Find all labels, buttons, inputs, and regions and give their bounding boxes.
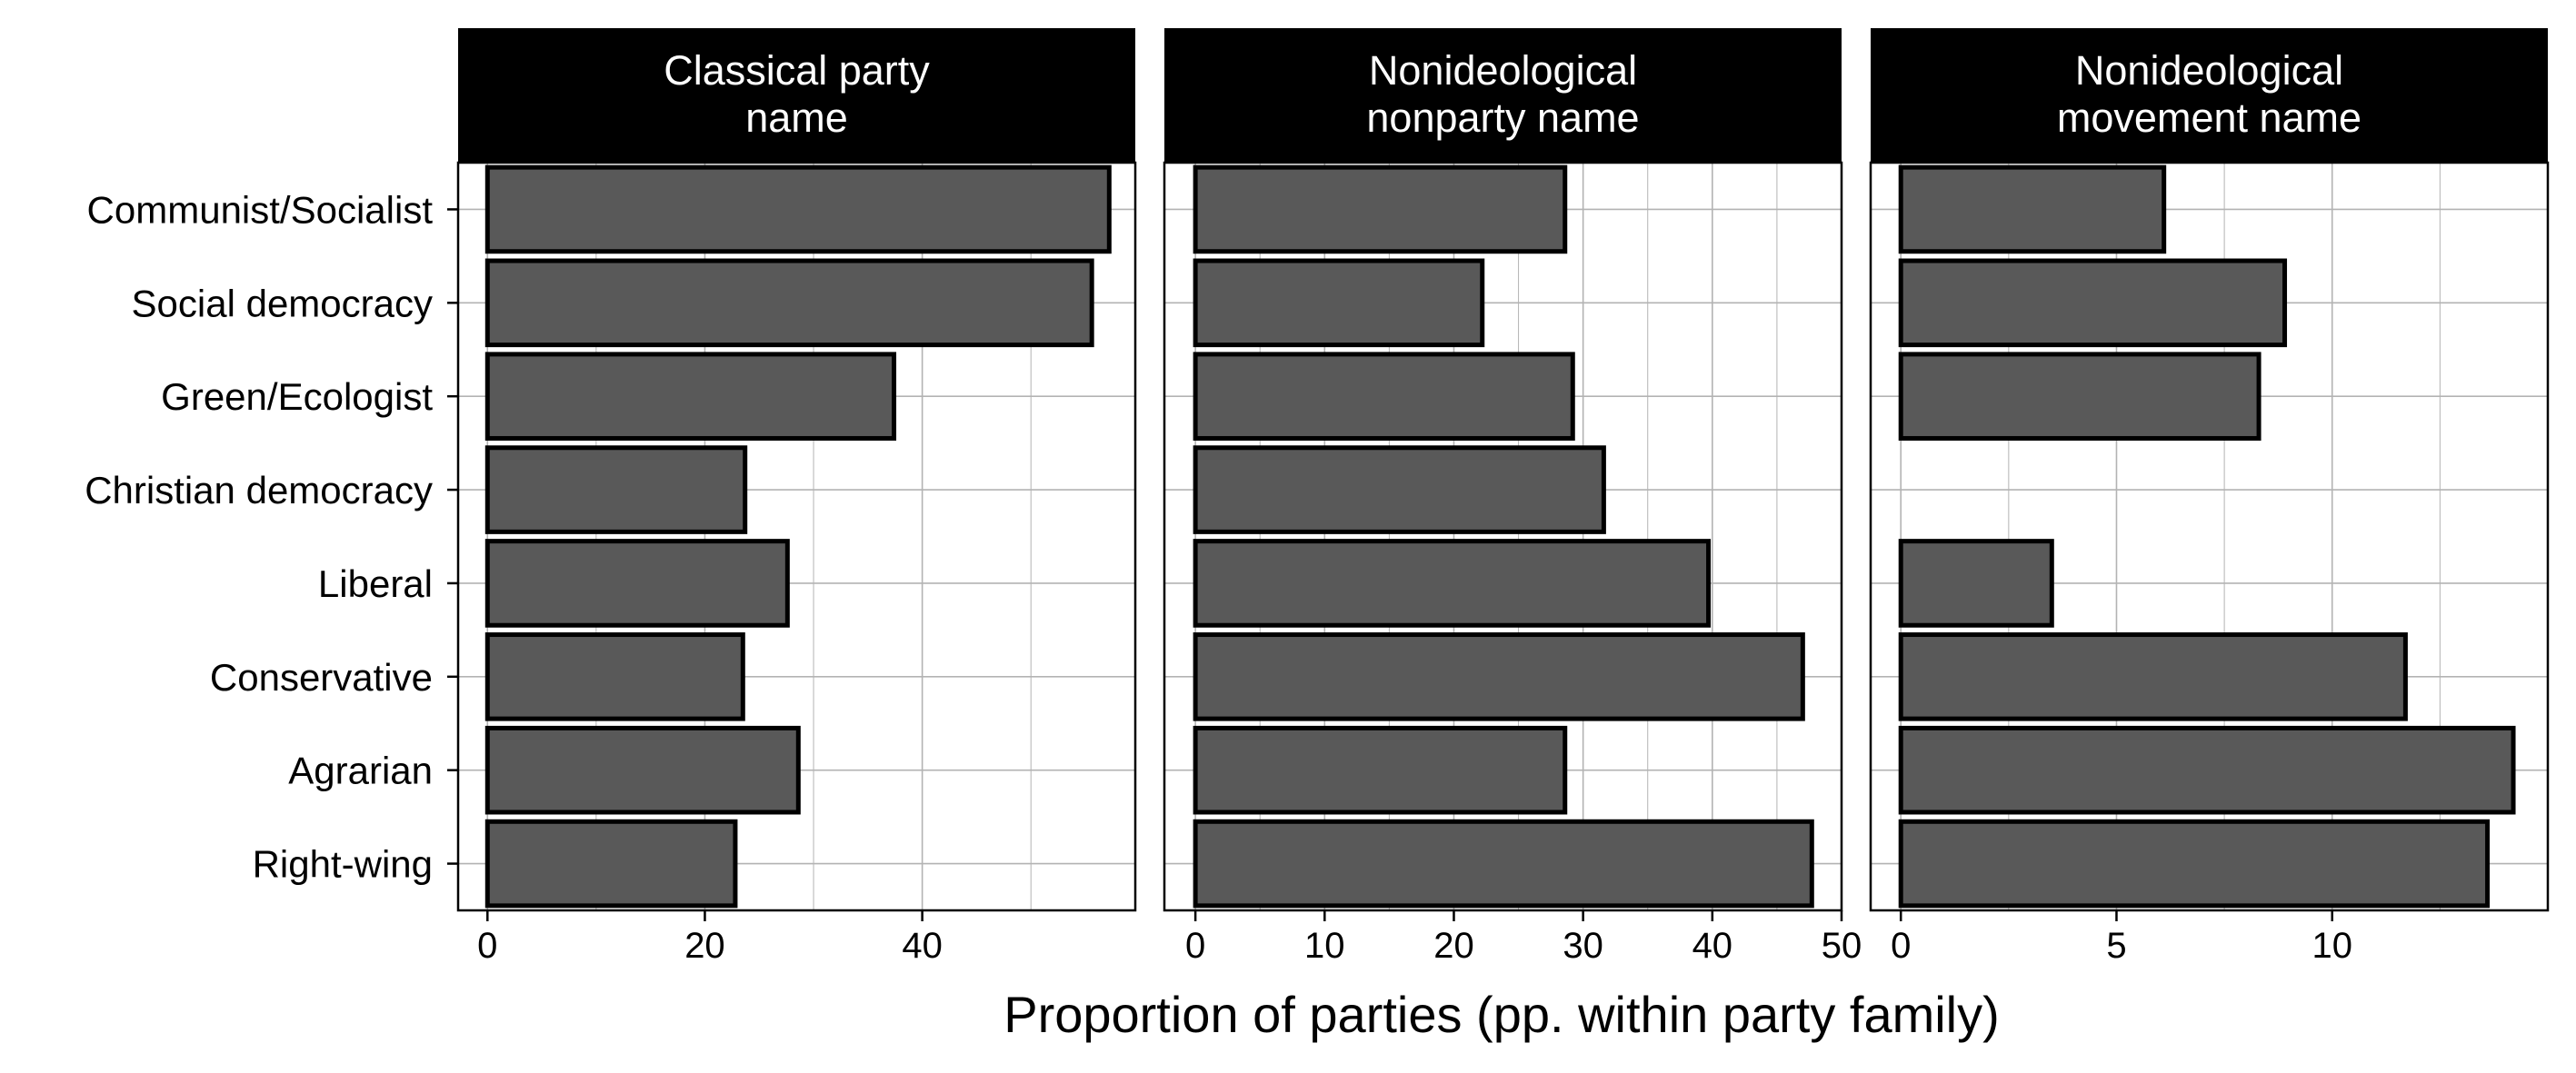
category-label: Liberal [318, 562, 433, 605]
x-tick-label: 5 [2106, 926, 2126, 966]
bar [1193, 164, 1568, 254]
facet-title-line: nonparty name [1366, 94, 1639, 141]
bar [484, 352, 897, 441]
x-tick-label: 30 [1563, 926, 1603, 966]
bar [484, 725, 801, 815]
x-tick-label: 40 [902, 926, 943, 966]
bar [1193, 539, 1712, 628]
bar [1193, 445, 1606, 534]
category-label: Green/Ecologist [161, 375, 433, 418]
category-label: Conservative [210, 656, 433, 699]
bar [484, 819, 738, 909]
bar [1898, 539, 2054, 628]
bar [1898, 164, 2167, 254]
bar [1898, 819, 2491, 909]
x-tick-label: 20 [1433, 926, 1474, 966]
bar [1898, 725, 2516, 815]
bar [1193, 352, 1575, 441]
x-tick-label: 10 [1304, 926, 1345, 966]
bar [1898, 632, 2408, 721]
facet-title-line: Nonideological [2075, 47, 2343, 94]
bar [484, 164, 1112, 254]
facet-strip [1164, 28, 1842, 163]
category-label: Right-wing [253, 843, 433, 886]
x-axis-title: Proportion of parties (pp. within party … [1003, 986, 2000, 1043]
facet-title-line: Nonideological [1369, 47, 1637, 94]
facet-strip [458, 28, 1135, 163]
category-label: Communist/Socialist [87, 188, 434, 231]
bar [1193, 819, 1814, 909]
category-label: Christian democracy [85, 469, 433, 512]
bar [484, 445, 748, 534]
bar [1898, 258, 2288, 348]
x-tick-label: 40 [1692, 926, 1733, 966]
facet-strip [1871, 28, 2548, 163]
x-tick-label: 0 [1185, 926, 1205, 966]
bar [484, 539, 790, 628]
facet-title-line: Classical party [664, 47, 930, 94]
bar [484, 632, 745, 721]
category-labels: Communist/Socialist Social democracy Green… [85, 188, 458, 886]
bar [1193, 632, 1805, 721]
x-tick-label: 50 [1822, 926, 1862, 966]
panel-border [1163, 161, 1843, 912]
category-label: Agrarian [288, 750, 433, 792]
bar [1193, 258, 1485, 348]
x-tick-label: 20 [684, 926, 725, 966]
category-label: Social democracy [132, 282, 433, 324]
bar [1193, 725, 1568, 815]
bar [484, 258, 1094, 348]
bar [1898, 352, 2261, 441]
x-tick-label: 10 [2311, 926, 2352, 966]
facet-title-line: name [745, 94, 848, 141]
facet-title-line: movement name [2057, 94, 2361, 141]
panel-border [456, 161, 1137, 912]
x-tick-label: 0 [477, 926, 497, 966]
panel-border [1869, 161, 2550, 912]
x-tick-label: 0 [1891, 926, 1911, 966]
